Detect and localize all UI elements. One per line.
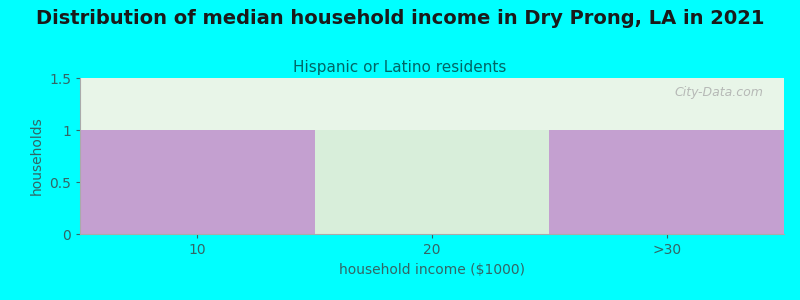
Text: Distribution of median household income in Dry Prong, LA in 2021: Distribution of median household income …	[36, 9, 764, 28]
Y-axis label: households: households	[30, 117, 43, 195]
Bar	[550, 130, 784, 234]
Text: City-Data.com: City-Data.com	[674, 86, 763, 99]
Bar	[314, 130, 550, 234]
X-axis label: household income ($1000): household income ($1000)	[339, 262, 525, 277]
Text: Hispanic or Latino residents: Hispanic or Latino residents	[294, 60, 506, 75]
Bar	[80, 130, 314, 234]
